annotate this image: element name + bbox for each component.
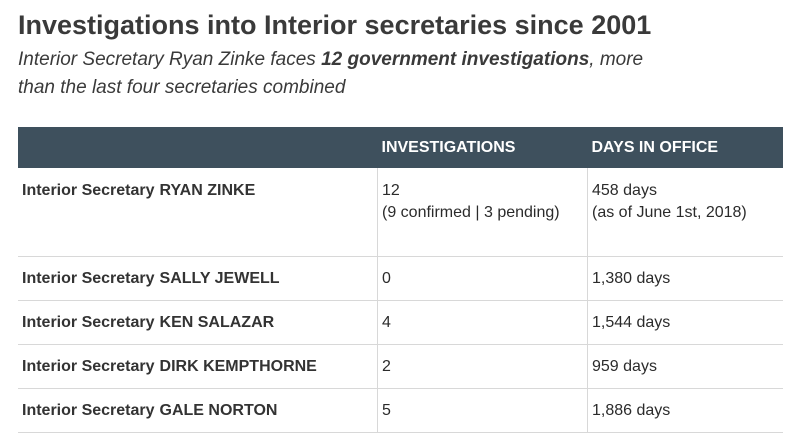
days: 1,886 days	[592, 401, 671, 419]
name: RYAN ZINKE	[159, 182, 256, 199]
days: 1,544 days	[592, 313, 671, 331]
investigations: 0	[382, 269, 391, 287]
header-cell	[18, 127, 378, 168]
table-row: Interior Secretary SALLY JEWELL 0 1,380 day…	[18, 256, 783, 301]
name-cell: Interior Secretary SALLY JEWELL	[18, 256, 378, 301]
title: Investigations into Interior secretaries…	[18, 10, 652, 40]
days: 458 days	[592, 182, 657, 199]
investigations: 2	[382, 357, 391, 375]
table-row: Interior Secretary RYAN ZINKE 12 (9 confirm…	[18, 168, 783, 257]
header-row: INVESTIGATIONS DAYS IN OFFICE	[18, 127, 783, 168]
investigations-cell: 2	[377, 344, 588, 389]
days-cell: 458 days (as of June 1st, 2018)	[587, 168, 783, 257]
subtitle-emphasis: 12 government investigations	[321, 49, 590, 70]
subtitle-text: , more than the last four secretaries co…	[18, 49, 644, 98]
name: DIRK KEMPTHORNE	[159, 357, 317, 375]
page: Investigations into Interior secretaries…	[18, 10, 783, 433]
subtitle-text: Interior Secretary Ryan Zinke faces	[18, 49, 316, 70]
name-prefix: Interior Secretary	[22, 401, 155, 419]
name-prefix: Interior Secretary	[22, 182, 155, 199]
name-prefix: Interior Secretary	[22, 357, 155, 375]
days-cell: 959 days	[587, 344, 783, 389]
investigations: 12	[382, 182, 400, 199]
table: INVESTIGATIONS DAYS IN OFFICE Interior S…	[18, 127, 783, 433]
note: (as of June 1st, 2018)	[592, 204, 747, 221]
name-prefix: Interior Secretary	[22, 269, 155, 287]
name-cell: Interior Secretary GALE NORTON	[18, 388, 378, 433]
days-cell: 1,380 days	[587, 256, 783, 301]
table-row: Interior Secretary GALE NORTON 5 1,886 days	[18, 388, 783, 433]
note: (9 confirmed | 3 pending)	[382, 204, 560, 221]
investigations-cell: 5	[377, 388, 588, 433]
name: SALLY JEWELL	[159, 269, 280, 287]
name: KEN SALAZAR	[159, 313, 275, 331]
investigations-cell: 4	[377, 300, 588, 345]
days: 1,380 days	[592, 269, 671, 287]
name-cell: Interior Secretary DIRK KEMPTHORNE	[18, 344, 378, 389]
subtitle: Interior Secretary Ryan Zinke faces 12 g…	[18, 46, 658, 102]
days-cell: 1,886 days	[587, 388, 783, 433]
table-body: Interior Secretary RYAN ZINKE 12 (9 confirm…	[18, 168, 783, 433]
name-cell: Interior Secretary RYAN ZINKE	[18, 168, 378, 257]
investigations-cell: 0	[377, 256, 588, 301]
investigations-cell: 12 (9 confirmed | 3 pending)	[377, 168, 588, 257]
name-prefix: Interior Secretary	[22, 313, 155, 331]
investigations: 4	[382, 313, 391, 331]
header-cell: DAYS IN OFFICE	[587, 127, 783, 168]
name: GALE NORTON	[159, 401, 278, 419]
days: 959 days	[592, 357, 657, 375]
table-row: Interior Secretary KEN SALAZAR 4 1,544 days	[18, 300, 783, 345]
days-cell: 1,544 days	[587, 300, 783, 345]
table-row: Interior Secretary DIRK KEMPTHORNE 2 959 da…	[18, 344, 783, 389]
investigations: 5	[382, 401, 391, 419]
name-cell: Interior Secretary KEN SALAZAR	[18, 300, 378, 345]
header-cell: INVESTIGATIONS	[377, 127, 588, 168]
